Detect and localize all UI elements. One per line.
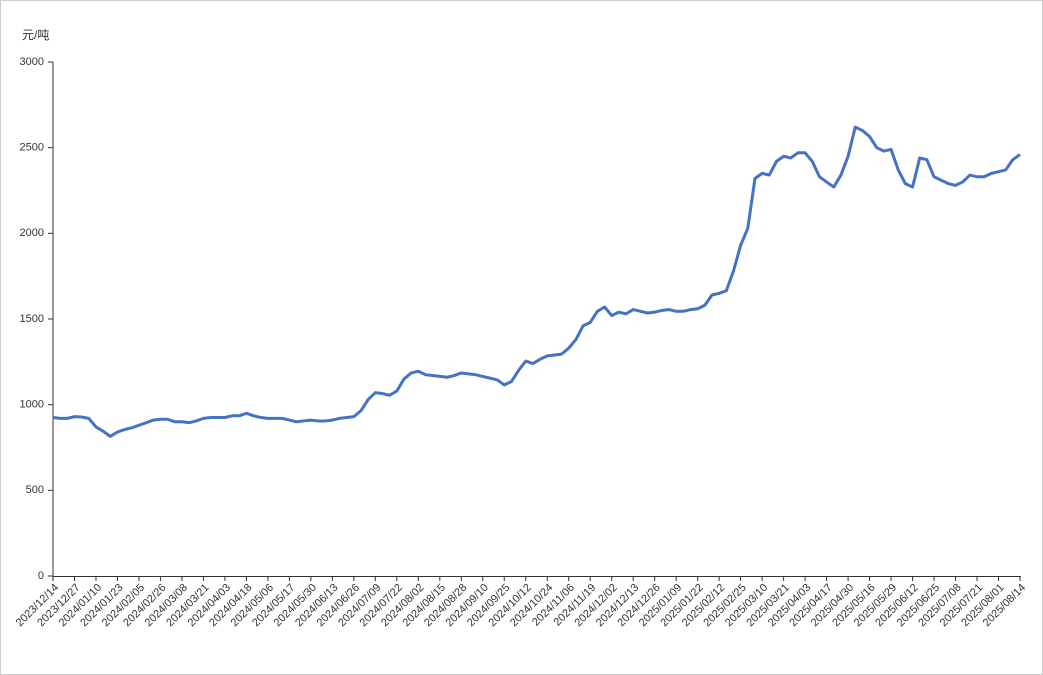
y-tick-label: 2500 [20, 142, 44, 154]
y-tick-label: 1500 [20, 313, 44, 325]
y-tick-label: 2000 [20, 227, 44, 239]
y-tick-label: 3000 [20, 56, 44, 68]
y-tick-label: 1000 [20, 399, 44, 411]
y-tick-label: 0 [38, 570, 44, 582]
price-line [52, 125, 1021, 438]
y-tick-label: 500 [26, 484, 44, 496]
y-axis-unit: 元/吨 [22, 28, 49, 42]
